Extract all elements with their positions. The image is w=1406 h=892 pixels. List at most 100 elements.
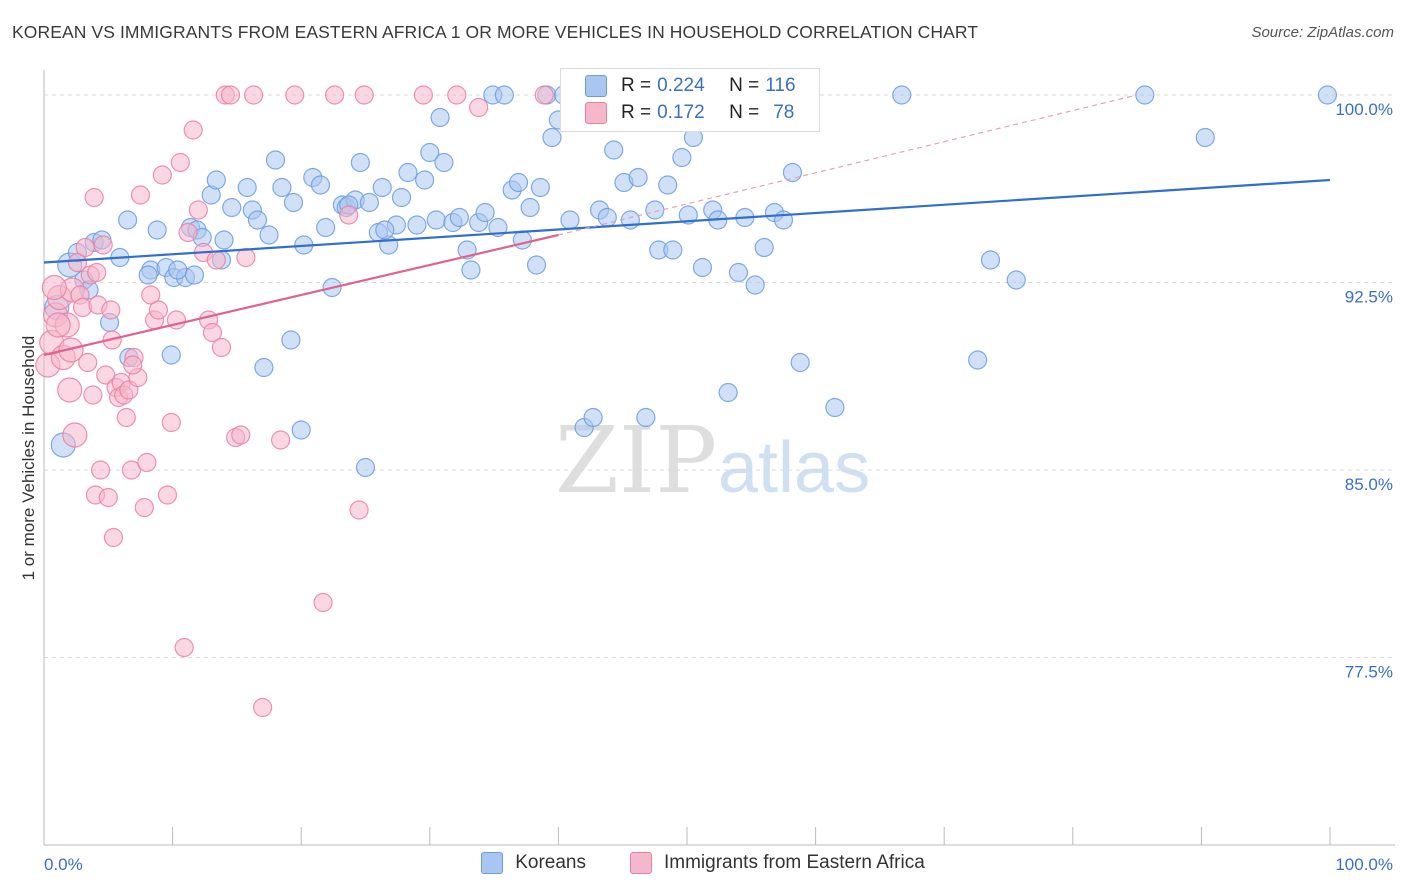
data-point <box>58 337 84 363</box>
r-value: 0.224 <box>657 75 705 96</box>
data-point <box>103 527 124 548</box>
data-point <box>692 257 713 278</box>
data-point <box>117 210 138 230</box>
data-point <box>291 420 311 440</box>
data-point <box>339 205 359 225</box>
data-point <box>359 192 379 213</box>
data-point <box>214 230 234 250</box>
data-point <box>426 210 446 230</box>
data-point <box>134 497 154 518</box>
data-point <box>259 225 279 245</box>
data-point <box>434 152 454 173</box>
data-point <box>137 452 157 473</box>
data-point <box>138 265 158 285</box>
data-point <box>398 162 418 183</box>
legend-item-koreans[interactable]: Koreans <box>481 852 586 874</box>
data-point <box>236 247 256 268</box>
data-point <box>123 355 143 375</box>
data-point <box>349 500 369 520</box>
eastern-africa-points <box>35 85 554 718</box>
data-point <box>253 697 273 718</box>
koreans-swatch <box>481 852 504 874</box>
data-point <box>310 175 331 195</box>
eastern-africa-trend-extension <box>558 94 1138 236</box>
data-point <box>265 150 286 170</box>
data-point <box>391 187 412 208</box>
data-point <box>244 85 264 105</box>
y-axis-label: 1 or more Vehicles in Household <box>19 336 38 581</box>
data-point <box>542 127 562 148</box>
data-point <box>75 237 95 258</box>
data-point <box>147 220 167 240</box>
data-point <box>430 107 450 128</box>
n-label: N = <box>729 75 760 96</box>
legend-label: Immigrants from Eastern Africa <box>663 852 925 873</box>
data-point <box>161 412 181 433</box>
data-point <box>1317 85 1338 105</box>
data-point <box>745 275 765 295</box>
data-point <box>825 397 845 418</box>
data-point <box>968 350 988 370</box>
data-point <box>222 197 242 218</box>
data-point <box>628 167 648 188</box>
stats-legend: R = 0.224 N = 116 R = 0.172 N = 78 <box>560 68 820 132</box>
y-tick-label: 85.0% <box>1345 475 1393 494</box>
data-point <box>663 240 683 260</box>
data-point <box>272 177 292 198</box>
x-tick-label: 100.0% <box>1335 855 1393 874</box>
data-point <box>658 175 678 195</box>
n-value: 116 <box>765 75 796 96</box>
data-point <box>728 262 749 283</box>
data-point <box>415 170 435 190</box>
data-point <box>161 345 181 365</box>
data-point <box>375 220 395 240</box>
data-point <box>512 230 532 250</box>
data-point <box>90 460 111 480</box>
bottom-legend: Koreans Immigrants from Eastern Africa <box>0 852 1406 874</box>
data-point <box>530 177 550 198</box>
legend-item-eastern-africa[interactable]: Immigrants from Eastern Africa <box>629 852 925 874</box>
data-point <box>184 265 205 285</box>
data-point <box>96 365 116 385</box>
data-point <box>475 202 495 223</box>
data-point <box>636 407 656 428</box>
data-point <box>62 422 88 448</box>
data-point <box>678 205 698 225</box>
data-point <box>420 142 440 163</box>
data-point <box>407 215 427 235</box>
data-point <box>98 487 118 508</box>
data-point <box>350 152 370 173</box>
n-value: 78 <box>773 102 795 123</box>
r-value: 0.172 <box>657 102 705 123</box>
data-point <box>101 300 121 320</box>
legend-label: Koreans <box>515 852 586 873</box>
data-point <box>152 165 172 185</box>
data-point <box>790 352 810 373</box>
data-point <box>316 217 336 238</box>
data-point <box>206 250 226 270</box>
data-point <box>534 85 554 105</box>
data-point <box>254 357 274 378</box>
data-point <box>520 197 540 218</box>
data-point <box>67 252 88 273</box>
data-point <box>247 210 268 230</box>
data-point <box>206 170 226 190</box>
data-point <box>170 152 190 173</box>
data-point <box>188 200 208 220</box>
data-point <box>183 120 203 140</box>
data-point <box>93 235 113 255</box>
stats-row-koreans: R = 0.224 N = 116 <box>585 74 796 98</box>
data-point <box>45 312 71 338</box>
data-point <box>283 192 304 213</box>
data-point <box>57 377 83 403</box>
n-label: N = <box>729 102 760 123</box>
data-point <box>220 85 241 105</box>
data-point <box>231 425 251 445</box>
data-point <box>560 210 580 230</box>
data-point <box>325 85 345 105</box>
data-point <box>178 222 198 243</box>
data-point <box>372 177 392 198</box>
source-label: Source: ZipAtlas.com <box>1251 24 1394 41</box>
data-point <box>271 430 291 450</box>
